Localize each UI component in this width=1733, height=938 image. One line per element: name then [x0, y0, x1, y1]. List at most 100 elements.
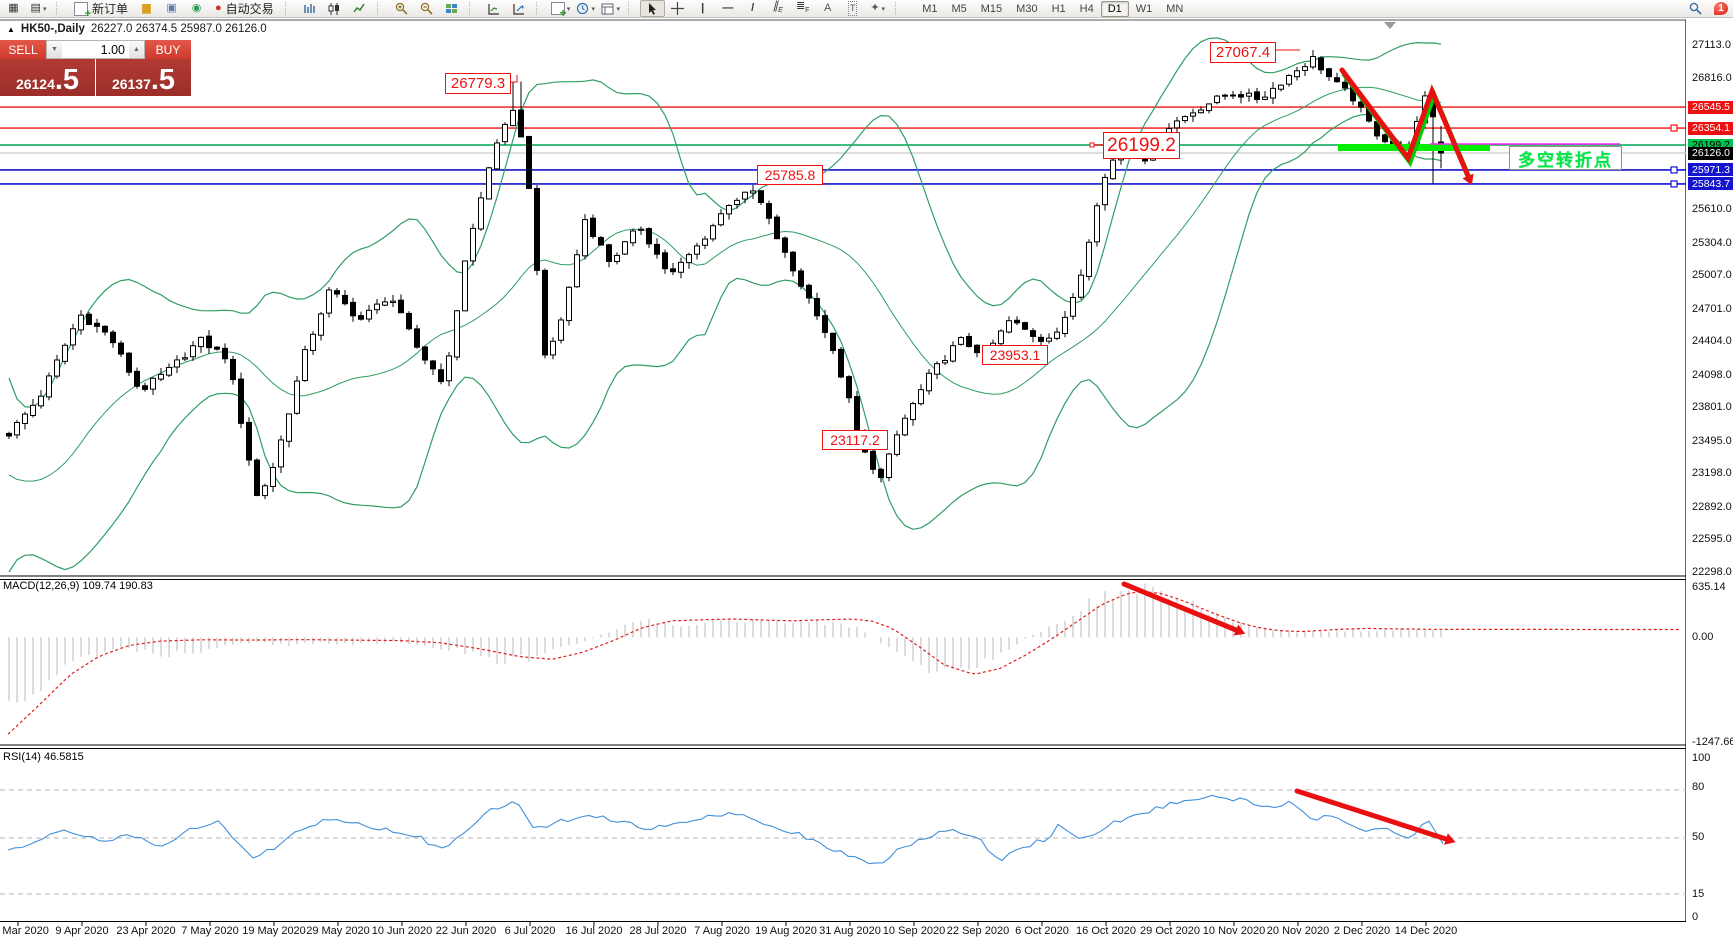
sell-button[interactable]: SELL [0, 40, 46, 59]
macd-trend-arrow[interactable] [1121, 581, 1246, 636]
tab-timeframe-m1[interactable]: M1 [922, 2, 938, 15]
buy-button[interactable]: BUY [145, 40, 191, 59]
macd-signal-line [7, 590, 1680, 735]
date-axis-label: 31 Aug 2020 [819, 925, 881, 937]
fibonacci-icon[interactable]: ≣F [795, 0, 810, 15]
main-trend-arrow[interactable] [1339, 67, 1474, 186]
date-axis-label: 14 Dec 2020 [1394, 925, 1458, 937]
toolbar-separator [284, 2, 293, 15]
macd-axis-tick: 635.14 [1692, 581, 1726, 593]
date-axis-label: 10 Jun 2020 [371, 925, 433, 937]
chart-profile-icon[interactable]: ▤ ▾ [30, 2, 47, 14]
period-clock-icon[interactable]: ▾ [573, 0, 598, 17]
terminal-icon[interactable]: ▣ [166, 2, 177, 14]
add-indicator-icon[interactable]: + ▾ [548, 0, 574, 19]
line-chart-icon[interactable] [347, 0, 372, 17]
vertical-line-icon[interactable]: | [701, 2, 705, 14]
date-axis-label: 28 Jul 2020 [629, 925, 687, 937]
chart-price-label-26779.3[interactable]: 26779.3 [445, 73, 511, 94]
one-click-expander-icon[interactable]: ▲ [7, 24, 15, 34]
chart-window-icon[interactable]: ▦ [8, 2, 19, 14]
templates-icon[interactable]: ▾ [598, 0, 623, 17]
equidistant-channel-icon[interactable]: ∥E [772, 0, 783, 15]
tab-timeframe-m30[interactable]: M30 [1016, 2, 1038, 15]
date-axis-label: 6 Jul 2020 [504, 925, 556, 937]
data-window-icon[interactable] [481, 0, 506, 17]
toolbar-separator [628, 2, 636, 15]
label-connector [509, 75, 518, 83]
new-order-button[interactable]: + 新订单 [68, 0, 134, 19]
price-badge-25843.7: 25843.7 [1688, 177, 1733, 191]
search-icon[interactable] [1683, 0, 1708, 17]
notification-badge[interactable]: 1 [1714, 2, 1728, 15]
cursor-icon[interactable] [640, 0, 666, 17]
volume-input[interactable] [62, 41, 129, 58]
candlesticks [6, 49, 1444, 500]
trendline-icon[interactable]: / [751, 2, 755, 14]
tab-timeframe-h4[interactable]: H4 [1079, 2, 1094, 15]
macd-axis-tick: -1247.66 [1692, 736, 1733, 748]
chart-price-label-25785.8[interactable]: 25785.8 [757, 165, 823, 185]
date-axis-label: 30 Mar 2020 [0, 925, 49, 937]
chart-price-label-27067.4[interactable]: 27067.4 [1210, 42, 1276, 63]
chart-price-label-23117.2[interactable]: 23117.2 [822, 430, 888, 450]
chart-symbol-period: HK50-,Daily [20, 23, 85, 35]
arrows-shapes-icon[interactable]: ✦ ▾ [870, 2, 886, 14]
candlestick-chart-icon[interactable] [322, 0, 347, 17]
crosshair-icon[interactable] [665, 0, 690, 17]
autotrading-label: 自动交易 [225, 2, 274, 16]
zoom-out-icon[interactable] [414, 0, 439, 17]
horizontal-line-icon[interactable]: — [722, 2, 734, 14]
hline-handle[interactable] [1670, 180, 1678, 188]
price-axis-tick: 25007.0 [1692, 269, 1732, 282]
tab-timeframe-m5[interactable]: M5 [951, 2, 967, 15]
price-axis-tick: 22595.0 [1692, 533, 1732, 546]
tab-timeframe-mn[interactable]: MN [1166, 2, 1184, 15]
bid-price-panel[interactable]: 26124 .5 [0, 59, 95, 96]
zoom-in-icon[interactable] [389, 0, 414, 17]
new-order-label: 新订单 [92, 2, 129, 16]
price-axis-tick: 25610.0 [1692, 203, 1732, 216]
date-axis-label: 16 Jul 2020 [565, 925, 623, 937]
gold-icon[interactable]: ▆ [142, 2, 151, 14]
rsi-trend-arrow[interactable] [1294, 788, 1456, 845]
price-badge-25971.3: 25971.3 [1688, 163, 1733, 177]
tab-timeframe-w1[interactable]: W1 [1135, 2, 1153, 15]
rsi-line [7, 794, 1444, 865]
strategy-tester-icon[interactable] [506, 0, 531, 17]
chart-price-label-23953.1[interactable]: 23953.1 [982, 345, 1048, 365]
date-axis-label: 7 May 2020 [181, 925, 239, 937]
annotation-text-box[interactable]: 多空转折点 [1509, 146, 1622, 170]
tile-windows-icon[interactable] [439, 0, 464, 17]
hline-handle[interactable] [1670, 124, 1678, 132]
autotrading-icon: ● [215, 2, 222, 14]
volume-decrease-button[interactable]: ▼ [47, 41, 62, 58]
one-click-trading-panel: SELL ▼ ▲ BUY 26124 .5 26137 .5 [0, 40, 191, 96]
text-label-icon[interactable]: T [840, 0, 865, 17]
date-axis-label: 23 Apr 2020 [116, 925, 176, 937]
tab-timeframe-h1[interactable]: H1 [1051, 2, 1066, 15]
price-axis-tick: 22892.0 [1692, 500, 1732, 513]
autotrading-button[interactable]: ● 自动交易 [209, 0, 280, 17]
bar-chart-icon[interactable] [297, 0, 322, 17]
date-axis-label: 7 Aug 2020 [694, 925, 750, 937]
date-axis-label: 10 Nov 2020 [1202, 925, 1266, 937]
text-icon[interactable]: A [824, 2, 832, 14]
price-badge-26126.0: 26126.0 [1688, 146, 1733, 160]
tab-timeframe-d1[interactable]: D1 [1100, 0, 1129, 17]
tab-timeframe-m15[interactable]: M15 [980, 2, 1003, 15]
date-axis-label: 9 Apr 2020 [55, 925, 109, 937]
hline-handle[interactable] [1670, 166, 1678, 174]
signal-icon[interactable]: ◉ [191, 2, 202, 14]
price-axis-tick: 25304.0 [1692, 236, 1732, 249]
date-axis-label: 16 Oct 2020 [1076, 925, 1136, 937]
object-anchor-marker[interactable] [1384, 22, 1396, 29]
volume-increase-button[interactable]: ▲ [129, 41, 144, 58]
chart-price-label-26199.2[interactable]: 26199.2 [1103, 132, 1180, 159]
price-axis-tick: 23198.0 [1692, 467, 1732, 480]
ask-price-panel[interactable]: 26137 .5 [96, 59, 191, 96]
date-axis-label: 22 Sep 2020 [946, 925, 1010, 937]
ask-price-main: 26137 [111, 76, 151, 92]
price-axis-tick: 22298.0 [1692, 565, 1732, 578]
